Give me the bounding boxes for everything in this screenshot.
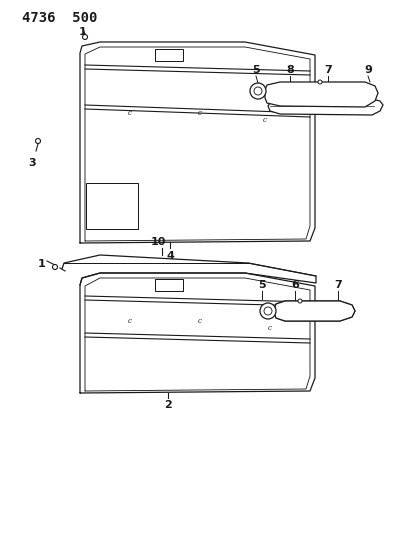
Text: 7: 7 xyxy=(334,280,342,290)
Circle shape xyxy=(264,307,272,315)
Circle shape xyxy=(298,299,302,303)
Text: 2: 2 xyxy=(164,400,172,410)
Polygon shape xyxy=(265,82,378,107)
Circle shape xyxy=(250,83,266,99)
Bar xyxy=(86,183,138,229)
Circle shape xyxy=(82,35,87,39)
Bar xyxy=(155,279,183,291)
Text: 8: 8 xyxy=(286,65,294,75)
Circle shape xyxy=(318,80,322,84)
Text: c: c xyxy=(263,116,267,124)
Text: 5: 5 xyxy=(252,65,260,75)
Text: c: c xyxy=(128,109,132,117)
Text: c: c xyxy=(128,317,132,325)
Text: 9: 9 xyxy=(364,65,372,75)
Text: 7: 7 xyxy=(324,65,332,75)
Text: c: c xyxy=(198,317,202,325)
Circle shape xyxy=(53,264,58,270)
Circle shape xyxy=(35,139,40,143)
Text: 6: 6 xyxy=(291,280,299,290)
Text: 4: 4 xyxy=(166,251,174,261)
Text: c: c xyxy=(198,109,202,117)
Text: 3: 3 xyxy=(28,158,36,168)
Circle shape xyxy=(254,87,262,95)
Text: 4736  500: 4736 500 xyxy=(22,11,98,25)
Polygon shape xyxy=(275,301,355,321)
Text: 1: 1 xyxy=(38,259,46,269)
Bar xyxy=(155,49,183,61)
Circle shape xyxy=(260,303,276,319)
Text: 5: 5 xyxy=(258,280,266,290)
Text: c: c xyxy=(268,324,272,332)
Text: 1: 1 xyxy=(79,27,87,37)
Text: 10: 10 xyxy=(150,237,166,247)
Polygon shape xyxy=(268,99,383,115)
